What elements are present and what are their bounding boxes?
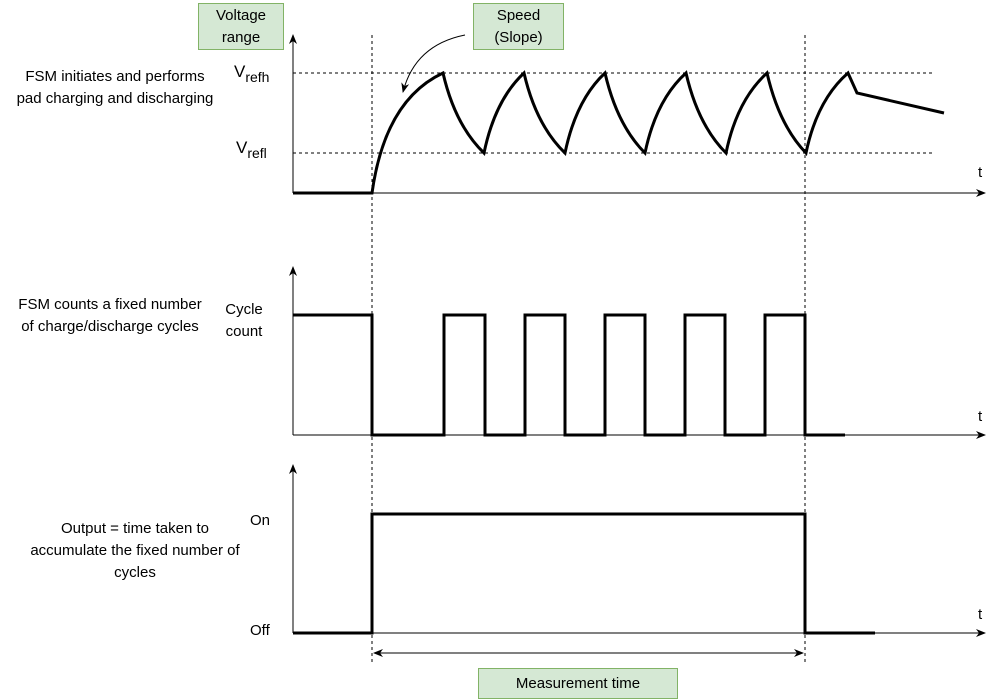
measurement-time-box: Measurement time [478, 668, 678, 699]
row3-t-label: t [978, 606, 983, 623]
output-waveform [293, 512, 875, 635]
vrefh-label: Vrefh [234, 62, 269, 85]
speed-box: Speed (Slope) [473, 3, 564, 50]
row1-t-label: t [978, 164, 983, 181]
vrefh-sub: refh [245, 69, 270, 85]
vrefl-sub: refl [247, 145, 267, 161]
row2-description: FSM counts a fixed number of charge/disc… [18, 296, 202, 335]
cycle-count-waveform [293, 313, 845, 437]
cycle-count-label: Cycle count [225, 301, 263, 340]
off-label: Off [250, 622, 270, 639]
vrefh-main: V [234, 62, 246, 81]
speed-pointer-arrow [401, 34, 466, 93]
voltage-waveform [293, 70, 945, 195]
vrefl-main: V [236, 138, 248, 157]
voltage-range-box: Voltage range [198, 3, 284, 50]
on-label: On [250, 512, 271, 529]
row3-description: Output = time taken to accumulate the fi… [30, 520, 240, 581]
row1-description: FSM initiates and performs pad charging … [16, 68, 214, 107]
row2-t-label: t [978, 408, 983, 425]
vrefl-label: Vrefl [236, 138, 267, 161]
